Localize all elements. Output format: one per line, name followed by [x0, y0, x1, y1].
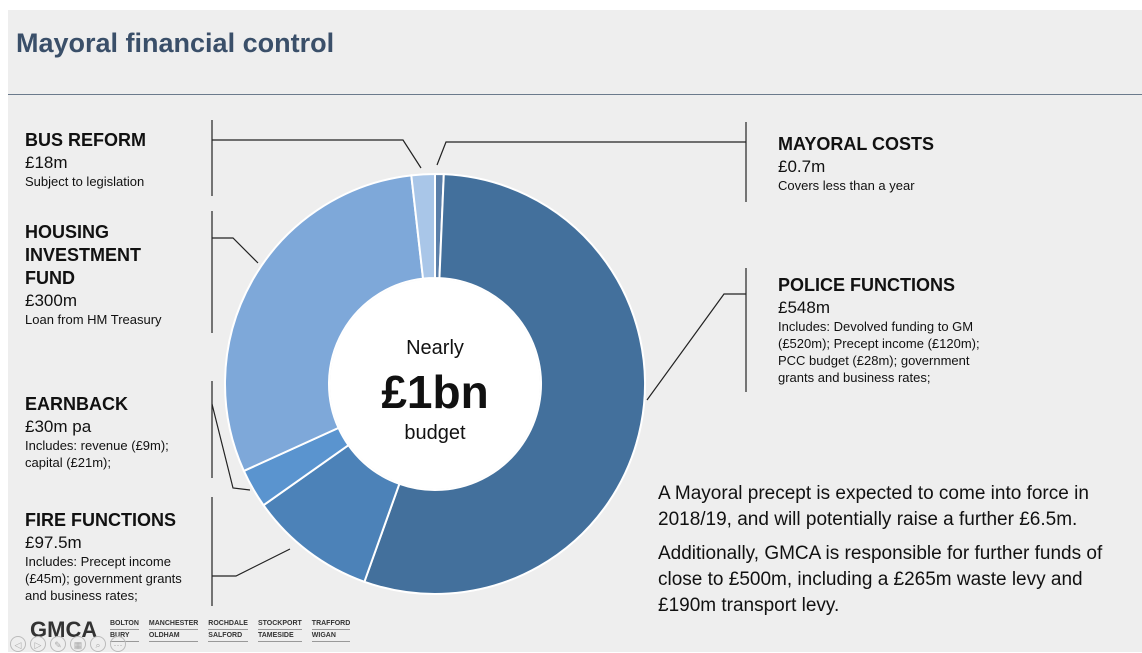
borough-name: ROCHDALE	[208, 618, 248, 630]
borough-column: TRAFFORD WIGAN	[311, 618, 351, 642]
label-police-note-4: grants and business rates;	[778, 370, 931, 385]
label-fire-head: FIRE FUNCTIONS	[25, 510, 176, 530]
borough-column: ROCHDALE SALFORD	[208, 618, 248, 642]
label-fire-note-1: Includes: Precept income	[25, 554, 171, 569]
zoom-icon[interactable]: ⌕	[90, 636, 106, 652]
center-text-line1: Nearly	[406, 337, 464, 359]
borough-column: STOCKPORT TAMESIDE	[257, 618, 302, 642]
label-earnback-head: EARNBACK	[25, 394, 128, 414]
borough-column: MANCHESTER OLDHAM	[148, 618, 199, 642]
label-housing-note: Loan from HM Treasury	[25, 312, 162, 327]
leader-line-housing-2	[212, 237, 259, 264]
presentation-controls: ◁ ▷ ✎ ▦ ⌕ ⋯	[10, 636, 126, 652]
label-housing-amount: £300m	[25, 291, 77, 310]
more-options-icon[interactable]: ⋯	[110, 636, 126, 652]
borough-name: MANCHESTER	[148, 618, 199, 630]
pen-icon[interactable]: ✎	[50, 636, 66, 652]
label-bus-reform: BUS REFORM £18m Subject to legislation	[25, 129, 146, 190]
label-bus-reform-note: Subject to legislation	[25, 174, 145, 189]
borough-name: SALFORD	[208, 632, 243, 639]
slides-grid-icon[interactable]: ▦	[70, 636, 86, 652]
borough-name: BOLTON	[110, 618, 139, 630]
borough-name: BURY	[110, 632, 130, 639]
label-police: POLICE FUNCTIONS £548m Includes: Devolve…	[778, 274, 980, 386]
next-slide-icon[interactable]: ▷	[30, 636, 46, 652]
label-housing: HOUSING INVESTMENT FUND £300m Loan from …	[25, 221, 162, 328]
borough-list: BOLTON BURY MANCHESTER OLDHAM ROCHDALE S…	[110, 618, 351, 642]
label-mayoral-costs-note: Covers less than a year	[778, 178, 915, 193]
label-police-note-3: PCC budget (£28m); government	[778, 353, 970, 368]
label-bus-reform-head: BUS REFORM	[25, 130, 146, 150]
label-fire-note-3: and business rates;	[25, 588, 138, 603]
label-police-note-2: (£520m); Precept income (£120m);	[778, 336, 980, 351]
borough-name: TAMESIDE	[257, 632, 294, 639]
center-text-amount: £1bn	[381, 366, 488, 418]
donut-slice-housing-investment-fund	[224, 174, 425, 473]
label-police-note-1: Includes: Devolved funding to GM	[778, 319, 974, 334]
precept-note-paragraph-1: A Mayoral precept is expected to come in…	[658, 483, 1089, 530]
label-earnback-note-1: Includes: revenue (£9m);	[25, 438, 169, 453]
title-divider	[8, 94, 1142, 95]
center-text-line3: budget	[404, 422, 466, 444]
label-mayoral-costs-amount: £0.7m	[778, 157, 826, 176]
leader-line-bus-2	[212, 139, 422, 169]
donut-slices	[224, 172, 646, 595]
borough-name: TRAFFORD	[311, 618, 351, 630]
leader-line-fire-2	[212, 548, 291, 577]
label-mayoral-costs: MAYORAL COSTS £0.7m Covers less than a y…	[778, 133, 934, 194]
label-housing-head-2: INVESTMENT	[25, 245, 142, 265]
leader-line-mayoral-2	[436, 141, 746, 166]
label-fire-amount: £97.5m	[25, 533, 82, 552]
label-fire-note-2: (£45m); government grants	[25, 571, 182, 586]
label-housing-head-3: FUND	[25, 268, 75, 288]
label-police-head: POLICE FUNCTIONS	[778, 275, 956, 295]
donut-slice-police-functions	[363, 173, 646, 595]
borough-name: OLDHAM	[148, 632, 180, 639]
borough-name: STOCKPORT	[257, 618, 302, 630]
label-fire: FIRE FUNCTIONS £97.5m Includes: Precept …	[25, 509, 182, 604]
donut-hole	[330, 279, 540, 489]
borough-name: WIGAN	[311, 632, 336, 639]
donut-slice-bus-reform	[410, 172, 436, 280]
precept-note: A Mayoral precept is expected to come in…	[658, 481, 1140, 627]
leader-line-police-2	[646, 293, 746, 401]
previous-slide-icon[interactable]: ◁	[10, 636, 26, 652]
label-bus-reform-amount: £18m	[25, 153, 68, 172]
label-earnback: EARNBACK £30m pa Includes: revenue (£9m)…	[25, 393, 169, 471]
precept-note-paragraph-2: Additionally, GMCA is responsible for fu…	[658, 543, 1103, 616]
leader-line-earnback-2	[211, 403, 251, 491]
leader-lines	[211, 120, 747, 606]
label-earnback-amount: £30m pa	[25, 417, 92, 436]
label-mayoral-costs-head: MAYORAL COSTS	[778, 134, 935, 154]
slide-title: Mayoral financial control	[16, 28, 335, 58]
label-housing-head-1: HOUSING	[25, 222, 110, 242]
label-police-amount: £548m	[778, 298, 830, 317]
label-earnback-note-2: capital (£21m);	[25, 455, 111, 470]
